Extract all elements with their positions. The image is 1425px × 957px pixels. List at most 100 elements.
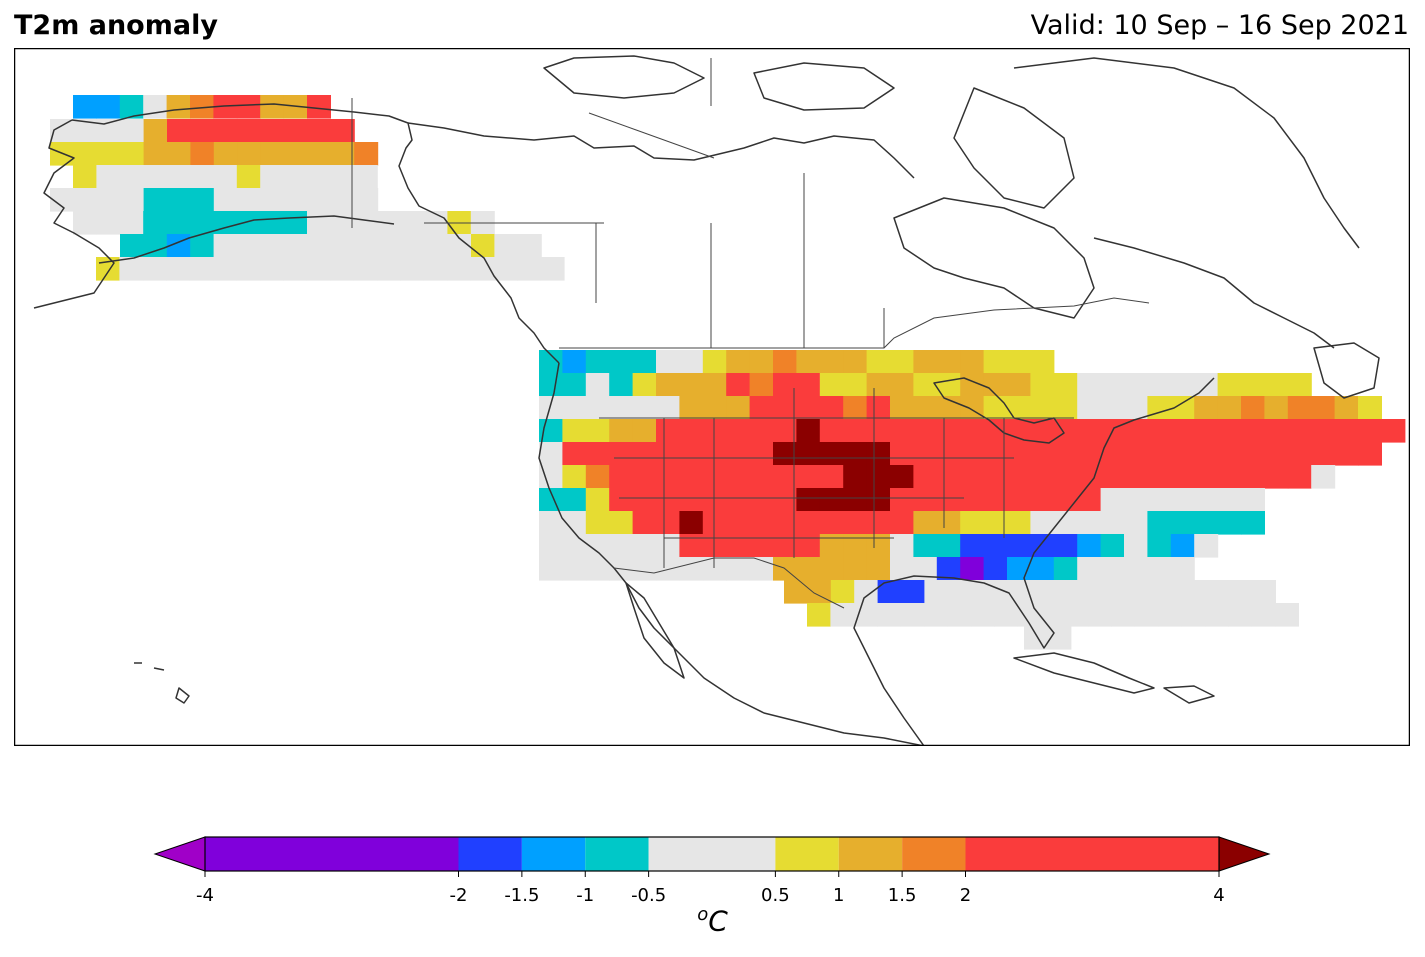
anomaly-cell: [1264, 419, 1289, 443]
anomaly-cell: [773, 465, 797, 489]
anomaly-cell: [1134, 603, 1159, 627]
anomaly-cell: [796, 488, 821, 512]
anomaly-cell: [1241, 511, 1265, 535]
colorbar-tick-label: 1: [833, 885, 844, 906]
map-border: [14, 48, 1410, 746]
anomaly-cell: [539, 511, 563, 535]
anomaly-cell: [236, 95, 261, 119]
anomaly-cell: [960, 419, 985, 443]
baja-california: [625, 582, 685, 679]
anomaly-cell: [1311, 465, 1336, 489]
anomaly-cell: [284, 188, 308, 212]
anomaly-cell: [702, 488, 727, 512]
colorbar-tick-label: 0.5: [761, 885, 790, 906]
anomaly-cell: [702, 442, 727, 466]
anomaly-cell: [773, 534, 797, 558]
anomaly-cell: [120, 142, 145, 166]
anomaly-cell: [1124, 442, 1148, 466]
anomaly-cell: [679, 511, 704, 535]
anomaly-cell: [562, 511, 587, 535]
anomaly-cell: [539, 534, 563, 558]
anomaly-cell: [1007, 396, 1031, 420]
west-coast: [538, 362, 925, 746]
anomaly-cell: [213, 234, 238, 258]
anomaly-cell: [283, 211, 308, 235]
anomaly-cell: [1077, 511, 1102, 535]
anomaly-cell: [1241, 442, 1265, 466]
anomaly-cell: [632, 373, 657, 397]
anomaly-cell: [119, 165, 144, 189]
anomaly-cell: [1077, 373, 1102, 397]
anomaly-cell: [1124, 465, 1148, 489]
anomaly-cell: [1228, 603, 1253, 627]
anomaly-cell: [167, 119, 191, 143]
anomaly-cell: [190, 165, 214, 189]
colorbar-tick-label: 4: [1213, 885, 1224, 906]
anomaly-cell: [1170, 465, 1195, 489]
anomaly-cell: [971, 580, 996, 604]
anomaly-cell: [632, 511, 657, 535]
anomaly-cell: [1030, 557, 1055, 581]
anomaly-cell: [213, 188, 238, 212]
anomaly-cell: [517, 234, 542, 258]
anomaly-cell: [913, 419, 938, 443]
anomaly-cell: [656, 534, 680, 558]
anomaly-cell: [1311, 442, 1336, 466]
anomaly-cell: [1287, 465, 1312, 489]
anomaly-cell: [796, 396, 821, 420]
anomaly-cell: [1147, 396, 1172, 420]
colorbar-segment: [902, 837, 966, 871]
anomaly-cell: [237, 188, 262, 212]
us-state-borders: [599, 388, 1074, 568]
anomaly-cell: [679, 419, 704, 443]
anomaly-cell: [866, 557, 891, 581]
anomaly-cell: [143, 188, 168, 212]
anomaly-cell: [119, 257, 144, 281]
anomaly-cell: [1100, 373, 1125, 397]
anomaly-cell: [330, 257, 354, 281]
anomaly-cell: [1007, 534, 1031, 558]
anomaly-cell: [237, 142, 262, 166]
anomaly-cell: [679, 396, 704, 420]
anomaly-cell: [796, 419, 821, 443]
anomaly-cell: [400, 211, 425, 235]
anomaly-cell: [1170, 488, 1195, 512]
anomaly-cell: [983, 465, 1008, 489]
anomaly-cell: [913, 534, 938, 558]
baffin-island: [953, 87, 1075, 209]
anomaly-cell: [843, 511, 868, 535]
anomaly-cell: [260, 234, 285, 258]
anomaly-cell: [73, 95, 97, 119]
anomaly-cell: [983, 488, 1008, 512]
anomaly-cell: [901, 580, 925, 604]
anomaly-cell: [166, 257, 191, 281]
anomaly-cell: [236, 165, 261, 189]
anomaly-cell: [749, 534, 774, 558]
anomaly-cell: [877, 580, 902, 604]
arctic-island-2: [753, 62, 895, 111]
anomaly-cell: [143, 119, 168, 143]
anomaly-cell: [213, 211, 238, 235]
anomaly-cell: [656, 465, 680, 489]
anomaly-cell: [307, 211, 331, 235]
anomaly-cell: [749, 511, 774, 535]
anomaly-cell: [1217, 442, 1242, 466]
anomaly-cell: [1287, 419, 1312, 443]
anomaly-cell: [843, 350, 868, 374]
anomaly-cell: [1100, 557, 1125, 581]
anomaly-cell: [1358, 419, 1382, 443]
colorbar-segment: [458, 837, 522, 871]
anomaly-cell: [283, 165, 308, 189]
anomaly-cell: [726, 396, 751, 420]
anomaly-cell: [166, 95, 191, 119]
anomaly-cell: [1217, 419, 1242, 443]
anomaly-cell: [936, 488, 961, 512]
anomaly-cell: [1287, 396, 1312, 420]
anomaly-cell: [656, 396, 680, 420]
anomaly-cell: [773, 488, 797, 512]
anomaly-cell: [632, 534, 657, 558]
anomaly-cell: [260, 142, 285, 166]
anomaly-cell: [1170, 396, 1195, 420]
anomaly-cell: [353, 257, 378, 281]
anomaly-cell: [726, 511, 751, 535]
